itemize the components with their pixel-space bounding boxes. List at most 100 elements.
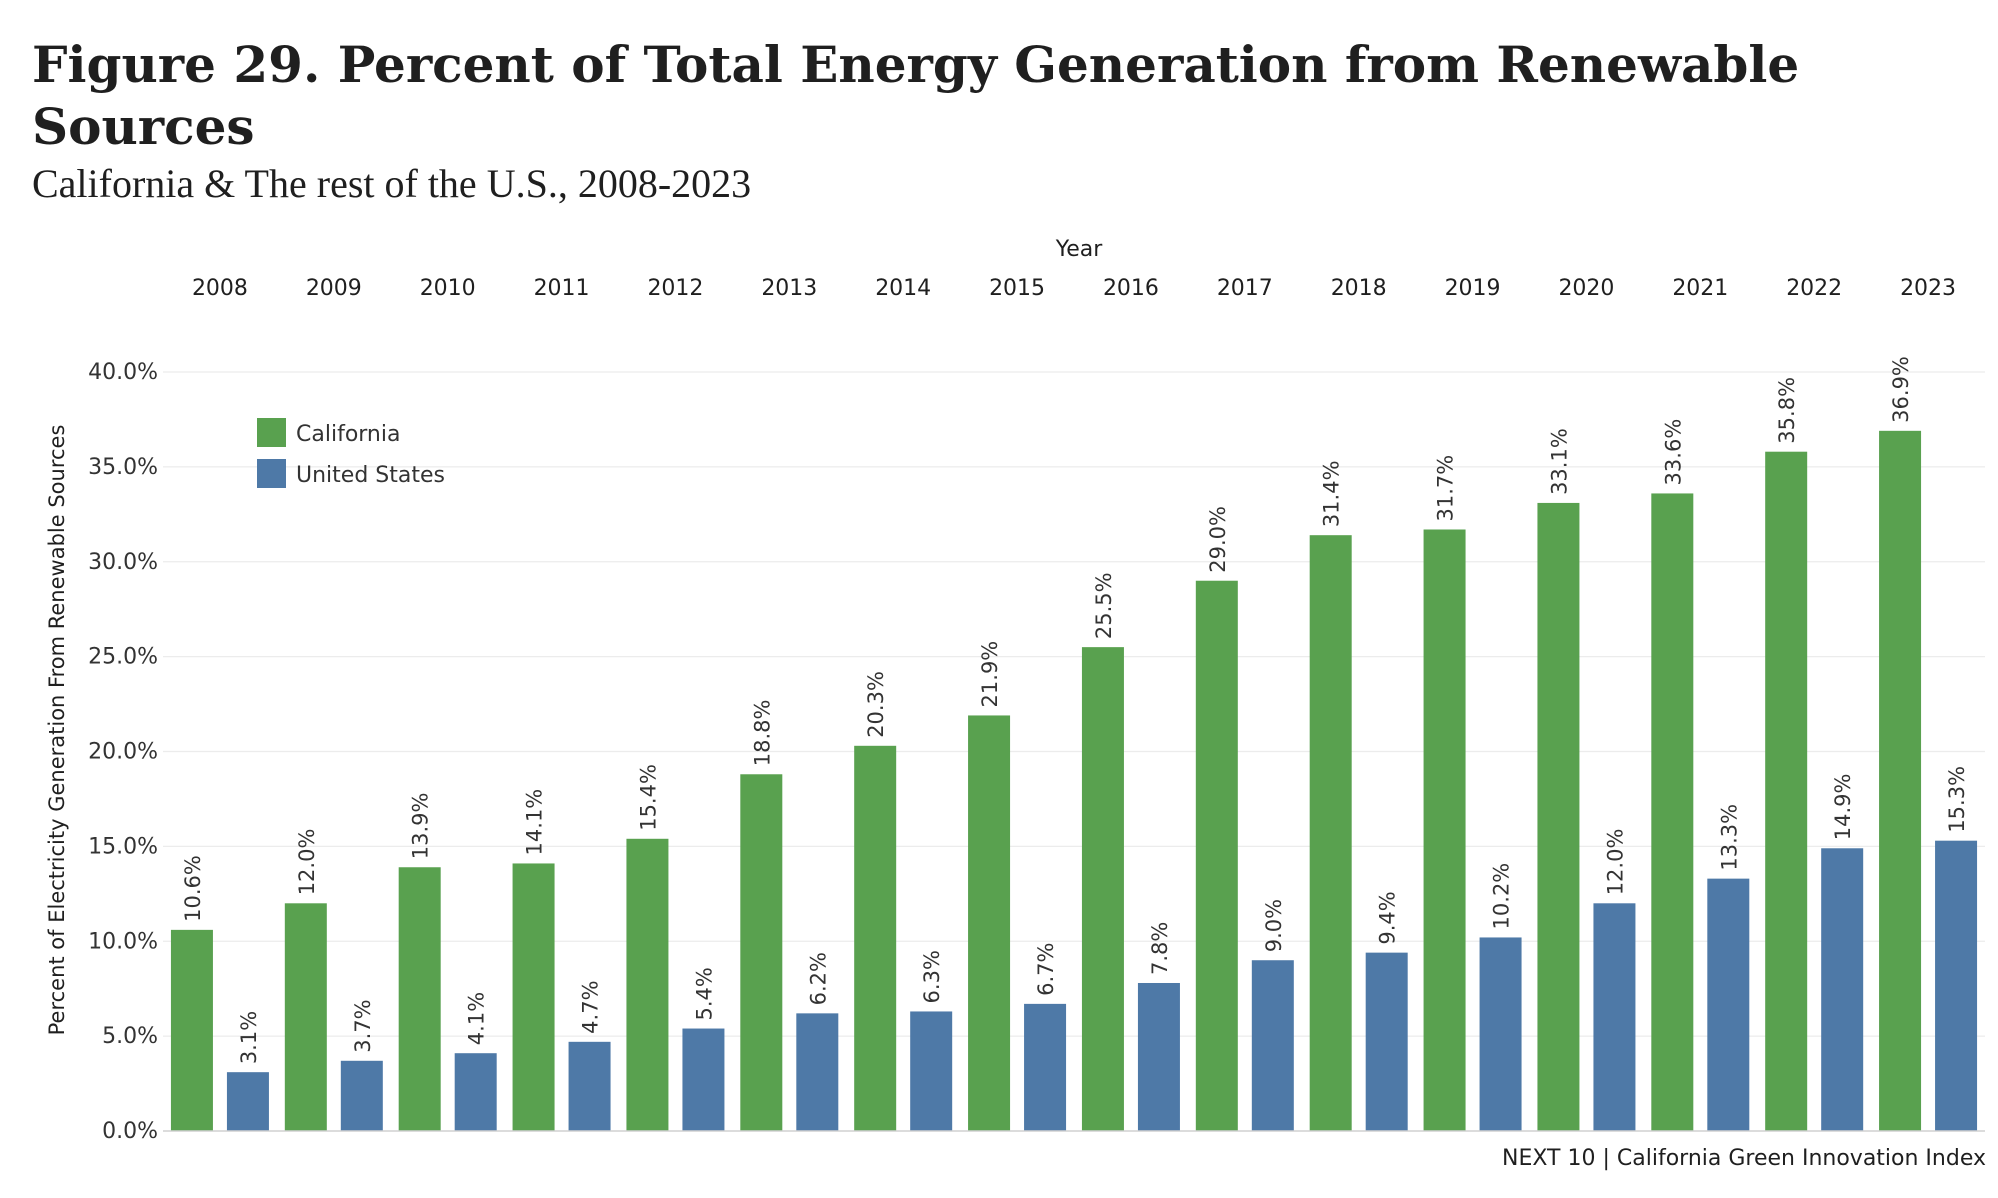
bar-california	[512, 863, 555, 1131]
y-tick-label: 0.0%	[102, 1119, 158, 1144]
x-tick-label: 2021	[1672, 276, 1728, 301]
bar-united-states	[454, 1053, 497, 1131]
x-tick-label: 2023	[1900, 276, 1956, 301]
y-axis-ticks: 0.0% 5.0% 10.0% 15.0% 20.0% 25.0% 30.0% 35.0% 40…	[88, 360, 158, 1144]
bar-california	[1651, 493, 1694, 1131]
data-label-california: 36.9%	[1889, 356, 1913, 423]
data-labels: 10.6% 3.1% 12.0% 3.7% 13.9% 4.1% 14.1% 4.7% 15.4…	[181, 356, 1969, 1064]
bar-united-states	[1251, 960, 1294, 1131]
bar-california	[1195, 580, 1238, 1131]
x-tick-label: 2019	[1445, 276, 1501, 301]
data-label-united-states: 9.4%	[1376, 891, 1400, 944]
bar-united-states	[1935, 840, 1978, 1131]
data-label-california: 15.4%	[636, 764, 660, 831]
y-tick-label: 10.0%	[88, 929, 158, 954]
data-label-united-states: 6.3%	[920, 950, 944, 1003]
bar-california	[1423, 529, 1466, 1131]
data-label-united-states: 15.3%	[1945, 766, 1969, 833]
data-label-united-states: 5.4%	[692, 967, 716, 1020]
x-tick-label: 2009	[306, 276, 362, 301]
legend-label-united-states: United States	[296, 463, 445, 488]
x-tick-label: 2010	[420, 276, 476, 301]
legend-swatch-california	[257, 418, 286, 447]
data-label-united-states: 10.2%	[1490, 863, 1514, 930]
bar-california	[740, 774, 783, 1131]
y-tick-label: 25.0%	[88, 645, 158, 670]
data-label-united-states: 4.1%	[465, 992, 489, 1045]
bar-united-states	[1365, 952, 1408, 1131]
y-tick-label: 40.0%	[88, 360, 158, 385]
y-tick-label: 20.0%	[88, 740, 158, 765]
bar-united-states	[1479, 937, 1522, 1131]
bar-california	[968, 715, 1011, 1131]
y-tick-label: 5.0%	[102, 1024, 158, 1049]
bar-united-states	[1821, 848, 1864, 1131]
bar-united-states	[796, 1013, 839, 1131]
data-label-united-states: 6.2%	[806, 952, 830, 1005]
bar-california	[854, 745, 897, 1131]
legend: California United States	[257, 418, 445, 488]
x-tick-label: 2015	[989, 276, 1045, 301]
data-label-united-states: 7.8%	[1148, 922, 1172, 975]
x-tick-label: 2018	[1331, 276, 1387, 301]
bar-united-states	[340, 1060, 383, 1131]
y-tick-label: 15.0%	[88, 834, 158, 859]
bar-united-states	[1593, 903, 1636, 1131]
data-label-california: 25.5%	[1092, 572, 1116, 639]
legend-label-california: California	[296, 422, 400, 447]
bar-california	[1765, 451, 1808, 1131]
x-tick-label: 2014	[875, 276, 931, 301]
bar-california	[398, 867, 441, 1131]
x-tick-label: 2011	[534, 276, 590, 301]
source-credit: NEXT 10 | California Green Innovation In…	[1502, 1146, 1986, 1171]
bar-united-states	[1707, 878, 1750, 1131]
bar-california	[1309, 535, 1352, 1131]
x-tick-label: 2016	[1103, 276, 1159, 301]
y-tick-label: 35.0%	[88, 455, 158, 480]
bar-california	[284, 903, 327, 1131]
bar-california	[1879, 430, 1922, 1131]
data-label-united-states: 12.0%	[1603, 829, 1627, 896]
bar-united-states	[682, 1028, 725, 1131]
data-label-california: 21.9%	[978, 641, 1002, 708]
bar-california	[1537, 502, 1580, 1131]
x-tick-label: 2017	[1217, 276, 1273, 301]
x-tick-label: 2013	[761, 276, 817, 301]
data-label-united-states: 13.3%	[1717, 804, 1741, 871]
data-label-united-states: 9.0%	[1262, 899, 1286, 952]
data-label-united-states: 3.7%	[351, 999, 375, 1052]
bar-united-states	[226, 1072, 269, 1131]
x-axis-ticks: 2008 2009 2010 2011 2012 2013 2014 2015 2016 2017…	[192, 276, 1956, 301]
y-tick-label: 30.0%	[88, 550, 158, 575]
data-label-california: 31.7%	[1434, 455, 1458, 522]
data-label-california: 20.3%	[864, 671, 888, 738]
bar-california	[1081, 647, 1124, 1131]
x-tick-label: 2020	[1558, 276, 1614, 301]
data-label-california: 35.8%	[1775, 377, 1799, 444]
data-label-california: 12.0%	[295, 829, 319, 896]
data-label-united-states: 4.7%	[579, 980, 603, 1033]
data-label-california: 10.6%	[181, 855, 205, 922]
data-label-california: 18.8%	[750, 700, 774, 767]
y-axis-label: Percent of Electricity Generation From R…	[45, 425, 69, 1036]
legend-swatch-united-states	[257, 459, 286, 488]
bar-california	[170, 929, 213, 1131]
bar-california	[626, 838, 669, 1131]
bar-united-states	[1137, 982, 1180, 1131]
x-tick-label: 2022	[1786, 276, 1842, 301]
page-subtitle: California & The rest of the U.S., 2008-…	[32, 161, 752, 206]
x-tick-label: 2012	[647, 276, 703, 301]
data-label-united-states: 14.9%	[1831, 774, 1855, 841]
data-label-united-states: 3.1%	[237, 1011, 261, 1064]
x-tick-label: 2008	[192, 276, 248, 301]
data-label-california: 31.4%	[1320, 460, 1344, 527]
data-label-california: 29.0%	[1206, 506, 1230, 573]
data-label-california: 14.1%	[523, 789, 547, 856]
page-title: Figure 29. Percent of Total Energy Gener…	[32, 35, 1800, 156]
data-label-california: 33.6%	[1661, 419, 1685, 486]
bar-united-states	[910, 1011, 953, 1131]
x-axis-header: Year	[1055, 237, 1104, 262]
data-label-california: 13.9%	[409, 793, 433, 860]
bars	[170, 430, 1978, 1131]
